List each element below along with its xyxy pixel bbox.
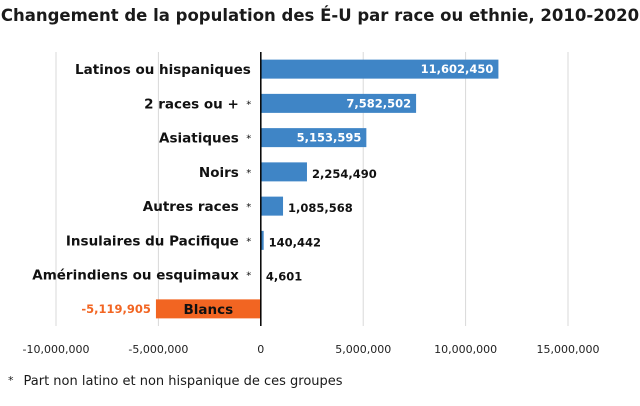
category-label: Blancs (184, 302, 234, 318)
asterisk-marker: * (246, 99, 251, 110)
bar (260, 196, 284, 216)
category-label: Asiatiques (159, 131, 239, 147)
data-label: 4,601 (266, 270, 302, 284)
asterisk-marker: * (246, 271, 251, 282)
bar (155, 299, 261, 319)
data-label: 11,602,450 (421, 62, 494, 76)
data-label: 2,254,490 (312, 167, 377, 181)
footnote-text: Part non latino et non hispanique de ces… (23, 374, 343, 389)
category-label: Latinos ou hispaniques (75, 62, 251, 78)
x-tick-label: -5,000,000 (128, 343, 188, 356)
asterisk-marker: * (246, 202, 251, 213)
category-label: Noirs (199, 165, 239, 181)
category-label: Amérindiens ou esquimaux (32, 268, 239, 284)
x-tick-label: 5,000,000 (335, 343, 391, 356)
x-tick-label: 10,000,000 (434, 343, 497, 356)
bar (260, 230, 264, 250)
x-tick-label: 0 (257, 343, 264, 356)
asterisk-marker: * (246, 236, 251, 247)
category-label: Insulaires du Pacifique (66, 233, 239, 249)
footnote-symbol: * (8, 374, 14, 387)
bar (260, 59, 499, 79)
x-tick-label: 15,000,000 (537, 343, 600, 356)
bar (260, 162, 307, 182)
data-label: 5,153,595 (297, 131, 362, 145)
bar (260, 128, 367, 148)
chart-title: Changement de la population des É-U par … (0, 6, 640, 25)
category-label: Autres races (143, 199, 239, 215)
footnote: * Part non latino et non hispanique de ce… (8, 374, 343, 389)
x-tick-label: -10,000,000 (23, 343, 90, 356)
data-label: 1,085,568 (288, 201, 353, 215)
data-label: 140,442 (269, 235, 321, 249)
data-label: 7,582,502 (346, 96, 411, 110)
asterisk-marker: * (246, 168, 251, 179)
data-label: -5,119,905 (81, 302, 151, 316)
asterisk-marker: * (246, 134, 251, 145)
bar (260, 93, 417, 113)
category-label: 2 races ou + (144, 96, 239, 112)
